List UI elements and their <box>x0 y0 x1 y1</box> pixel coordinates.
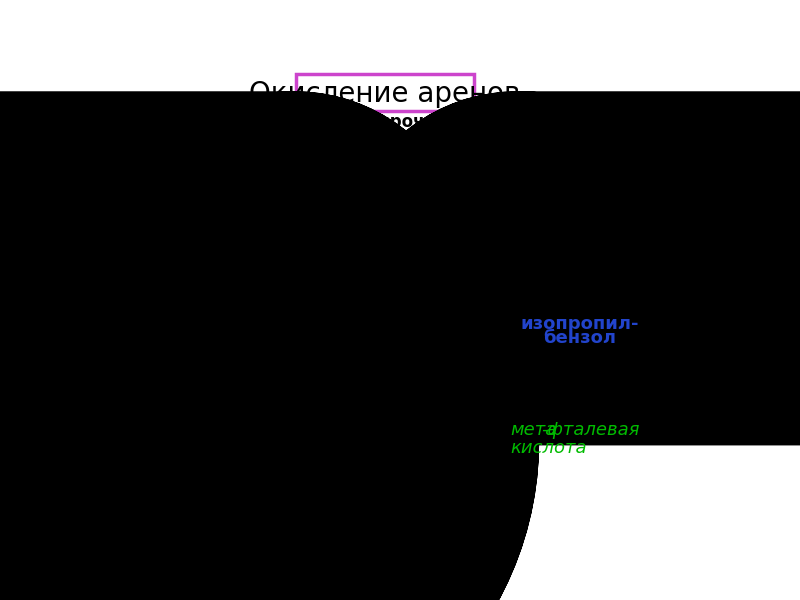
Text: СООН: СООН <box>394 440 441 455</box>
Text: только: только <box>182 132 248 150</box>
Text: кислота: кислота <box>361 321 444 339</box>
Text: окисляется: окисляется <box>108 132 222 150</box>
Text: C₂H₅: C₂H₅ <box>194 441 226 455</box>
Text: [O]: [O] <box>230 419 258 437</box>
Text: кислота: кислота <box>510 439 586 457</box>
Text: бензол: бензол <box>543 329 616 347</box>
Text: мета: мета <box>510 421 556 439</box>
Text: СООН-группы: СООН-группы <box>108 152 238 170</box>
Text: CH: CH <box>568 218 590 233</box>
Text: боковая цепь (любой длины) до: боковая цепь (любой длины) до <box>226 132 544 150</box>
Text: Окисление аренов: Окисление аренов <box>249 80 520 107</box>
Text: бензойная: бензойная <box>348 307 457 325</box>
Text: СООН: СООН <box>341 384 387 399</box>
FancyBboxPatch shape <box>296 74 474 110</box>
Text: CH₃: CH₃ <box>531 194 557 208</box>
Text: [O]: [O] <box>475 245 503 263</box>
Text: толуол: толуол <box>216 307 289 325</box>
Text: СООН: СООН <box>379 211 426 226</box>
Text: -фталевая: -фталевая <box>542 421 640 439</box>
Text: изопропил-: изопропил- <box>520 315 638 333</box>
Text: Ароматический цикл очень прочный, поэтому: Ароматический цикл очень прочный, поэтом… <box>108 113 559 131</box>
Text: CH₃: CH₃ <box>238 209 266 224</box>
Text: CH₃: CH₃ <box>602 194 628 208</box>
Text: CH₃: CH₃ <box>125 442 150 456</box>
Text: [O]: [O] <box>306 245 334 263</box>
Text: у гомологов: у гомологов <box>481 113 597 131</box>
